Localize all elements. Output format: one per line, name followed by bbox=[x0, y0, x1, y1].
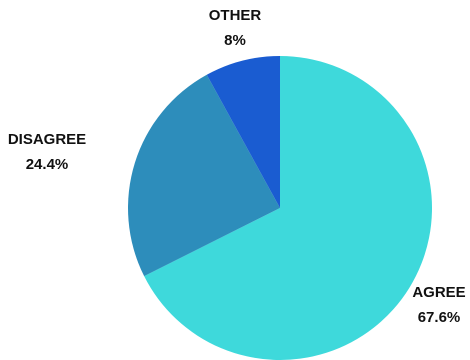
slice-percent-label-disagree: 24.4% bbox=[26, 156, 69, 173]
slice-category-label-agree: AGREE bbox=[412, 284, 465, 301]
slice-category-label-other: OTHER bbox=[209, 7, 262, 24]
slice-percent-label-other: 8% bbox=[224, 32, 246, 49]
slice-category-label-disagree: DISAGREE bbox=[8, 131, 86, 148]
slice-percent-label-agree: 67.6% bbox=[418, 309, 461, 326]
pie-slice-agree bbox=[144, 55, 433, 360]
pie-slice-other bbox=[206, 56, 280, 208]
pie-slice-disagree bbox=[128, 74, 280, 277]
